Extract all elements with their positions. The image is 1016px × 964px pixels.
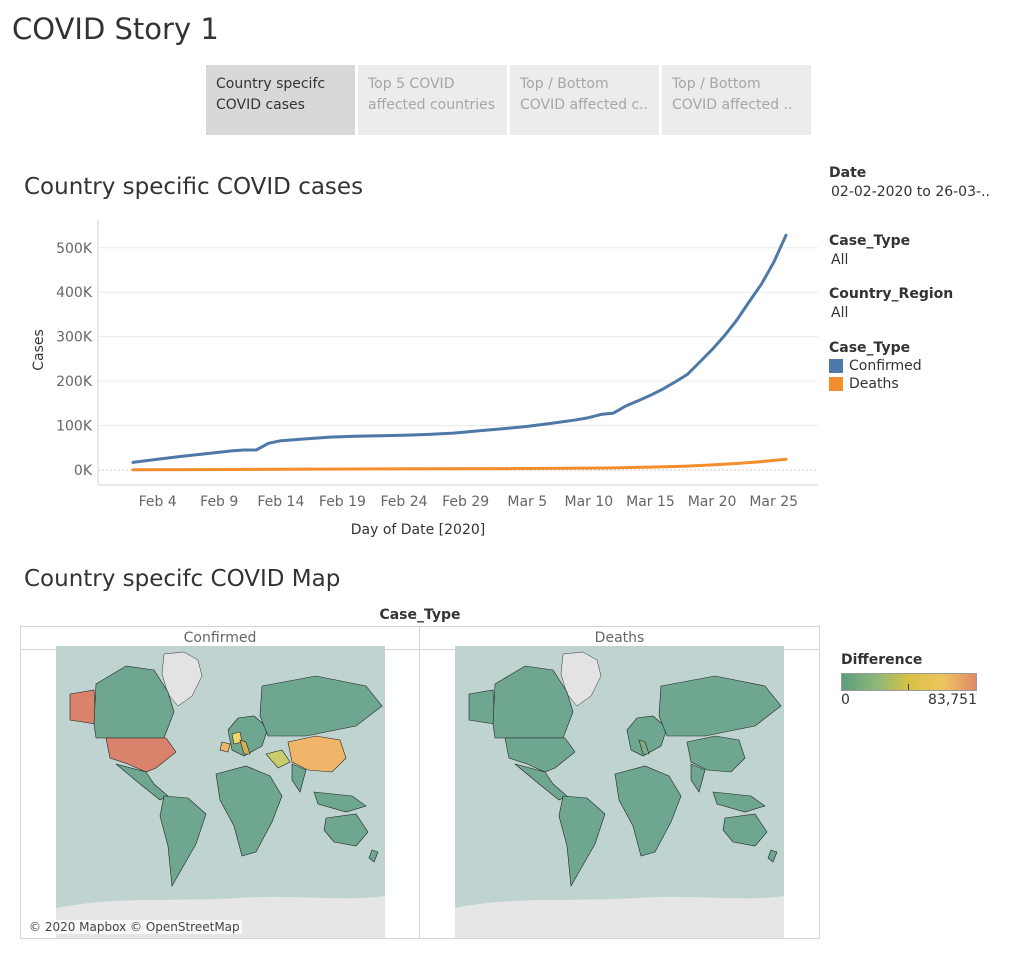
y-tick-label: 200K xyxy=(56,374,93,390)
central-america-shape xyxy=(514,763,568,801)
x-axis-title: Day of Date [2020] xyxy=(351,522,486,538)
legend-item-confirmed[interactable]: Confirmed xyxy=(829,358,1009,374)
map-area: Case_Type Confirmed © 2020 Mapbox © Op xyxy=(20,602,820,939)
china-shape xyxy=(686,735,746,773)
new-zealand-shape xyxy=(767,849,778,863)
indonesia-shape xyxy=(712,791,766,813)
y-tick-label: 500K xyxy=(56,241,93,257)
case-type-filter-value[interactable]: All xyxy=(831,252,849,268)
spain-shape xyxy=(219,741,231,753)
alaska-shape xyxy=(69,689,97,725)
greenland-shape xyxy=(560,651,602,707)
date-filter-value[interactable]: 02-02-2020 to 26-03-.. xyxy=(831,184,990,200)
central-america-shape xyxy=(115,763,169,801)
tab-label-line1: Top / Bottom xyxy=(672,76,761,92)
tab-label-line2: affected countries xyxy=(368,97,496,113)
india-shape xyxy=(690,763,706,793)
difference-ramp-tick xyxy=(908,684,909,690)
italy-shape xyxy=(239,739,251,755)
difference-legend-title: Difference xyxy=(841,652,923,668)
europe-shape xyxy=(227,715,269,757)
tab-label-line2: COVID affected c.. xyxy=(520,97,649,113)
russia-shape xyxy=(259,675,383,737)
date-filter-label: Date xyxy=(829,165,867,181)
difference-max-label: 83,751 xyxy=(928,692,977,708)
russia-shape xyxy=(658,675,782,737)
india-shape xyxy=(291,763,307,793)
australia-shape xyxy=(323,813,369,847)
italy-shape xyxy=(638,739,650,755)
south-america-shape xyxy=(558,795,606,887)
filter-panel: Date 02-02-2020 to 26-03-.. Case_Type Al… xyxy=(829,165,1009,392)
legend-swatch-confirmed xyxy=(829,359,843,373)
case-type-filter-label: Case_Type xyxy=(829,233,911,249)
x-tick-label: Mar 15 xyxy=(626,494,675,510)
x-tick-label: Feb 4 xyxy=(139,494,177,510)
y-tick-label: 400K xyxy=(56,285,93,301)
iran-shape xyxy=(265,749,291,769)
usa-shape xyxy=(105,737,177,773)
chart-title: Country specific COVID cases xyxy=(24,174,364,200)
africa-shape xyxy=(614,765,682,857)
australia-shape xyxy=(722,813,768,847)
world-map-deaths[interactable] xyxy=(455,646,784,938)
legend-swatch-deaths xyxy=(829,377,843,391)
usa-shape xyxy=(504,737,576,773)
africa-shape xyxy=(215,765,283,857)
y-tick-label: 300K xyxy=(56,330,93,346)
world-map-confirmed[interactable] xyxy=(56,646,385,938)
x-tick-label: Mar 5 xyxy=(507,494,547,510)
canada-shape xyxy=(492,665,574,739)
legend-label-confirmed: Confirmed xyxy=(849,358,922,374)
story-tab-country-cases[interactable]: Country specifc COVID cases xyxy=(206,65,355,135)
x-tick-label: Feb 9 xyxy=(200,494,238,510)
x-tick-label: Mar 10 xyxy=(565,494,614,510)
map-column-header: Case_Type xyxy=(379,607,461,623)
series-line-confirmed xyxy=(131,233,788,464)
new-zealand-shape xyxy=(368,849,379,863)
story-navigator: Country specifc COVID cases Top 5 COVID … xyxy=(206,65,811,135)
map-title: Country specifc COVID Map xyxy=(24,566,341,592)
cases-line-chart[interactable]: 0K 100K 200K 300K 400K 500K Feb 4 Feb 9 Feb 14 Fe… xyxy=(0,210,820,545)
tab-label-line1: Country specifc xyxy=(216,76,326,92)
x-tick-label: Mar 25 xyxy=(749,494,798,510)
tab-label-line1: Top / Bottom xyxy=(520,76,609,92)
map-pane-deaths[interactable]: Deaths xyxy=(420,626,820,939)
story-tab-top5[interactable]: Top 5 COVID affected countries xyxy=(358,65,507,135)
y-tick-label: 100K xyxy=(56,419,93,435)
story-tab-top-bottom-1[interactable]: Top / Bottom COVID affected c.. xyxy=(510,65,659,135)
antarctica-shape xyxy=(455,896,784,938)
map-attribution[interactable]: © 2020 Mapbox © OpenStreetMap xyxy=(27,920,242,934)
difference-color-ramp xyxy=(841,673,977,691)
story-tab-top-bottom-2[interactable]: Top / Bottom COVID affected .. xyxy=(662,65,811,135)
country-filter-label: Country_Region xyxy=(829,286,954,302)
legend-title: Case_Type xyxy=(829,340,911,356)
x-tick-label: Feb 19 xyxy=(319,494,366,510)
y-tick-label: 0K xyxy=(74,463,93,479)
difference-min-label: 0 xyxy=(841,692,850,708)
legend-item-deaths[interactable]: Deaths xyxy=(829,376,1009,392)
series-line-deaths xyxy=(131,457,788,472)
x-tick-label: Feb 29 xyxy=(442,494,489,510)
tab-label-line2: COVID affected .. xyxy=(672,97,793,113)
europe-shape xyxy=(626,715,668,757)
china-shape xyxy=(287,735,347,773)
indonesia-shape xyxy=(313,791,367,813)
story-title: COVID Story 1 xyxy=(12,12,219,46)
y-axis-title: Cases xyxy=(31,329,47,371)
country-filter-value[interactable]: All xyxy=(831,305,849,321)
difference-legend[interactable]: Difference 0 83,751 xyxy=(841,652,981,708)
greenland-shape xyxy=(161,651,203,707)
map-pane-confirmed[interactable]: Confirmed © 2020 Mapbox © OpenStreetMap xyxy=(20,626,420,939)
canada-shape xyxy=(93,665,175,739)
x-tick-label: Feb 24 xyxy=(381,494,428,510)
x-tick-label: Feb 14 xyxy=(257,494,304,510)
legend-label-deaths: Deaths xyxy=(849,376,899,392)
south-america-shape xyxy=(159,795,207,887)
tab-label-line2: COVID cases xyxy=(216,97,305,113)
tab-label-line1: Top 5 COVID xyxy=(368,76,455,92)
alaska-shape xyxy=(468,689,496,725)
x-tick-label: Mar 20 xyxy=(688,494,737,510)
